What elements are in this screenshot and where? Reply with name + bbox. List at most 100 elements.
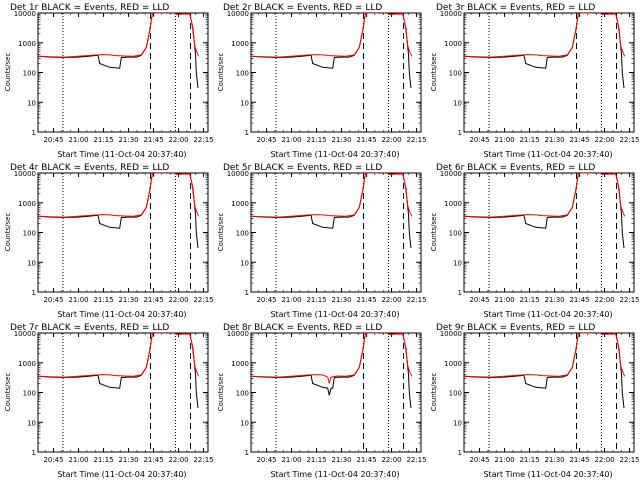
series-lld-line (464, 13, 626, 58)
x-tick-label: 21:00 (281, 136, 301, 144)
plot-frame (250, 12, 422, 133)
y-tick-label: 100 (23, 390, 36, 398)
y-tick-label: 10000 (227, 330, 249, 338)
y-tick-label: 1 (32, 129, 36, 137)
series-group (38, 13, 200, 89)
x-axis-label: Start Time (11-Oct-04 20:37:40) (270, 150, 399, 159)
y-tick-label: 1 (458, 449, 462, 457)
y-axis-label: Counts/sec (430, 373, 438, 412)
y-axis-label: Counts/sec (217, 213, 225, 252)
y-tick-label: 10 (453, 419, 462, 427)
x-tick-label: 21:15 (306, 136, 326, 144)
y-tick-label: 1000 (231, 360, 249, 368)
x-tick-label: 21:00 (494, 136, 514, 144)
x-tick-label: 21:30 (118, 456, 138, 464)
series-lld-line (38, 13, 200, 58)
panel-det-7r: Det 7r BLACK = Events, RED = LLD Start T… (0, 320, 214, 480)
series-lld-line (464, 333, 626, 378)
panel-det-9r: Det 9r BLACK = Events, RED = LLD Start T… (426, 320, 640, 480)
chart-det-6r: Det 6r BLACK = Events, RED = LLD Start T… (430, 163, 640, 319)
x-tick-label: 20:45 (256, 136, 276, 144)
x-tick-label: 22:00 (168, 456, 188, 464)
x-axis-label: Start Time (11-Oct-04 20:37:40) (57, 470, 186, 479)
x-tick-label: 22:15 (193, 136, 213, 144)
x-tick-label: 21:30 (331, 136, 351, 144)
chart-title: Det 7r BLACK = Events, RED = LLD (10, 323, 169, 333)
x-tick-label: 20:45 (469, 296, 489, 304)
chart-title: Det 5r BLACK = Events, RED = LLD (223, 163, 382, 173)
y-tick-label: 100 (449, 70, 462, 78)
x-tick-label: 21:15 (519, 136, 539, 144)
x-tick-label: 21:30 (118, 296, 138, 304)
y-axis-label: Counts/sec (4, 213, 12, 252)
y-tick-label: 1000 (231, 200, 249, 208)
x-tick-label: 22:15 (619, 296, 639, 304)
y-tick-label: 10 (27, 419, 36, 427)
panel-det-1r: Det 1r BLACK = Events, RED = LLD Start T… (0, 0, 214, 160)
x-axis-label: Start Time (11-Oct-04 20:37:40) (270, 470, 399, 479)
x-tick-label: 21:15 (93, 456, 113, 464)
x-axis-label: Start Time (11-Oct-04 20:37:40) (483, 470, 612, 479)
y-tick-label: 100 (449, 390, 462, 398)
x-tick-label: 22:15 (193, 296, 213, 304)
series-lld-line (251, 333, 413, 384)
series-group (464, 173, 626, 249)
x-tick-label: 21:30 (118, 136, 138, 144)
x-tick-label: 21:45 (143, 136, 163, 144)
chart-title: Det 8r BLACK = Events, RED = LLD (223, 323, 382, 333)
y-tick-label: 10000 (227, 10, 249, 18)
x-tick-label: 20:45 (256, 296, 276, 304)
y-axis-label: Counts/sec (4, 53, 12, 92)
chart-det-3r: Det 3r BLACK = Events, RED = LLD Start T… (430, 3, 640, 159)
plot-frame (37, 172, 209, 293)
x-tick-label: 21:45 (569, 136, 589, 144)
y-tick-label: 10 (240, 259, 249, 267)
x-tick-label: 21:15 (93, 136, 113, 144)
y-tick-label: 10000 (440, 10, 462, 18)
x-tick-label: 20:45 (43, 456, 63, 464)
plot-frame (250, 332, 422, 453)
series-events-line (251, 13, 412, 89)
x-tick-label: 21:45 (356, 456, 376, 464)
x-tick-label: 20:45 (469, 456, 489, 464)
series-lld-line (251, 173, 413, 218)
y-axis-label: Counts/sec (217, 53, 225, 92)
x-tick-label: 21:45 (569, 456, 589, 464)
chart-det-2r: Det 2r BLACK = Events, RED = LLD Start T… (217, 3, 427, 159)
x-tick-label: 21:00 (68, 296, 88, 304)
x-tick-label: 21:30 (331, 296, 351, 304)
y-tick-label: 1000 (18, 360, 36, 368)
plot-frame (250, 172, 422, 293)
x-tick-label: 22:00 (381, 136, 401, 144)
panel-det-5r: Det 5r BLACK = Events, RED = LLD Start T… (213, 160, 427, 320)
series-lld-line (464, 173, 626, 218)
x-tick-label: 22:00 (594, 456, 614, 464)
series-events-line (464, 333, 625, 409)
x-tick-label: 22:15 (406, 136, 426, 144)
x-tick-label: 22:15 (619, 136, 639, 144)
x-tick-label: 22:00 (168, 136, 188, 144)
x-tick-label: 22:00 (381, 456, 401, 464)
y-tick-label: 1000 (444, 200, 462, 208)
panel-det-3r: Det 3r BLACK = Events, RED = LLD Start T… (426, 0, 640, 160)
series-events-line (38, 333, 199, 409)
x-tick-label: 22:00 (381, 296, 401, 304)
plot-frame (463, 332, 635, 453)
x-tick-label: 21:00 (281, 296, 301, 304)
chart-title: Det 1r BLACK = Events, RED = LLD (10, 3, 169, 13)
x-tick-label: 20:45 (256, 456, 276, 464)
x-tick-label: 22:15 (193, 456, 213, 464)
y-axis-label: Counts/sec (217, 373, 225, 412)
plot-frame (463, 172, 635, 293)
x-axis-label: Start Time (11-Oct-04 20:37:40) (483, 310, 612, 319)
y-tick-label: 10000 (440, 170, 462, 178)
y-tick-label: 1000 (444, 360, 462, 368)
y-tick-label: 10000 (14, 330, 36, 338)
x-tick-label: 21:45 (356, 136, 376, 144)
chart-title: Det 9r BLACK = Events, RED = LLD (436, 323, 595, 333)
x-tick-label: 21:45 (569, 296, 589, 304)
series-group (251, 13, 413, 89)
y-tick-label: 1 (245, 449, 249, 457)
chart-det-9r: Det 9r BLACK = Events, RED = LLD Start T… (430, 323, 640, 479)
y-tick-label: 1 (245, 129, 249, 137)
